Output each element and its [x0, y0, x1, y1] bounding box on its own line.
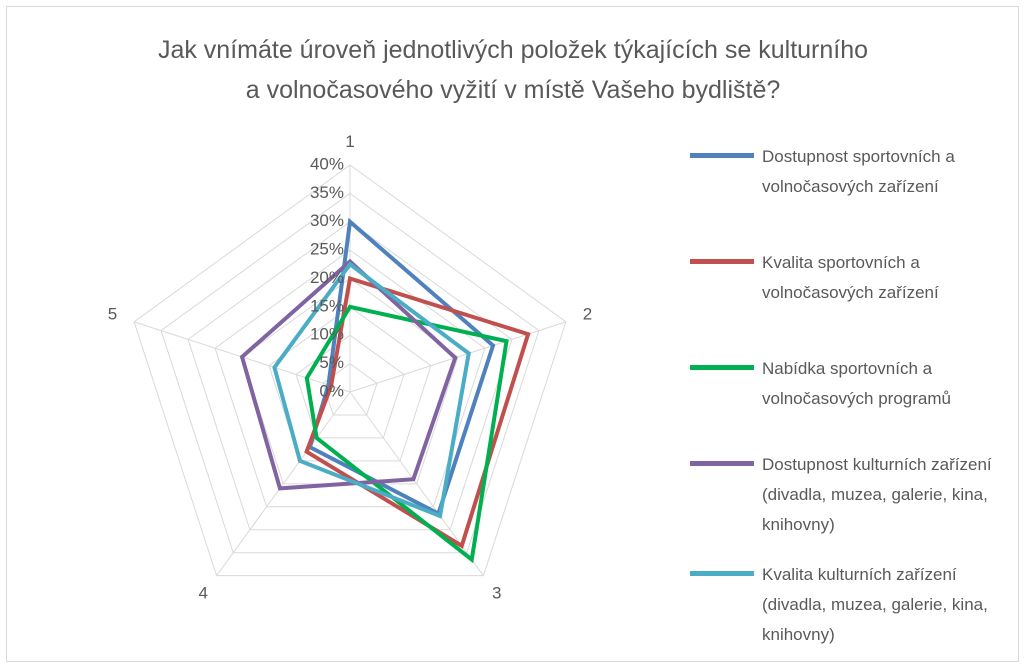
y-tick-label: 20% [310, 268, 344, 287]
grid-ring [295, 334, 405, 439]
category-label: 1 [345, 132, 354, 151]
y-tick-label: 5% [319, 353, 344, 372]
legend-entry: Dostupnost sportovních a volnočasových z… [690, 142, 1020, 202]
legend-swatch [690, 259, 754, 264]
category-label: 3 [492, 583, 501, 602]
grid-ring [133, 164, 567, 577]
category-label: 4 [198, 583, 207, 602]
legend-label: Kvalita sportovních a volnočasových zaří… [762, 253, 939, 302]
legend-label: Dostupnost sportovních a volnočasových z… [762, 147, 955, 196]
legend-swatch [690, 571, 754, 576]
chart-frame [6, 6, 1019, 662]
legend-label: Nabídka sportovních a volnočasových prog… [762, 359, 951, 408]
y-tick-label: 25% [310, 240, 344, 259]
y-tick-label: 40% [310, 154, 344, 173]
grid-ring [160, 192, 540, 554]
legend-swatch [690, 365, 754, 370]
series-line [272, 261, 471, 519]
y-tick-label: 10% [310, 325, 344, 344]
y-tick-label: 15% [310, 296, 344, 315]
y-tick-label: 30% [310, 211, 344, 230]
category-label: 2 [583, 304, 592, 323]
legend-label: Kvalita kulturních zařízení (divadla, mu… [762, 565, 988, 644]
series-line [304, 275, 531, 549]
legend-entry: Nabídka sportovních a volnočasových prog… [690, 354, 1020, 414]
series-line [239, 258, 458, 491]
legend-entry: Dostupnost kulturních zařízení (divadla,… [690, 450, 1020, 540]
legend-swatch [690, 461, 754, 466]
y-tick-label: 35% [310, 183, 344, 202]
legend-entry: Kvalita kulturních zařízení (divadla, mu… [690, 560, 1020, 650]
spoke [216, 391, 351, 576]
legend-swatch [690, 153, 754, 158]
legend-label: Dostupnost kulturních zařízení (divadla,… [762, 455, 992, 534]
chart-title: Jak vnímáte úroveň jednotlivých položek … [157, 36, 869, 104]
legend-entry: Kvalita sportovních a volnočasových zaří… [690, 248, 1020, 308]
category-label: 5 [108, 304, 117, 323]
y-tick-label: 0% [319, 381, 344, 400]
